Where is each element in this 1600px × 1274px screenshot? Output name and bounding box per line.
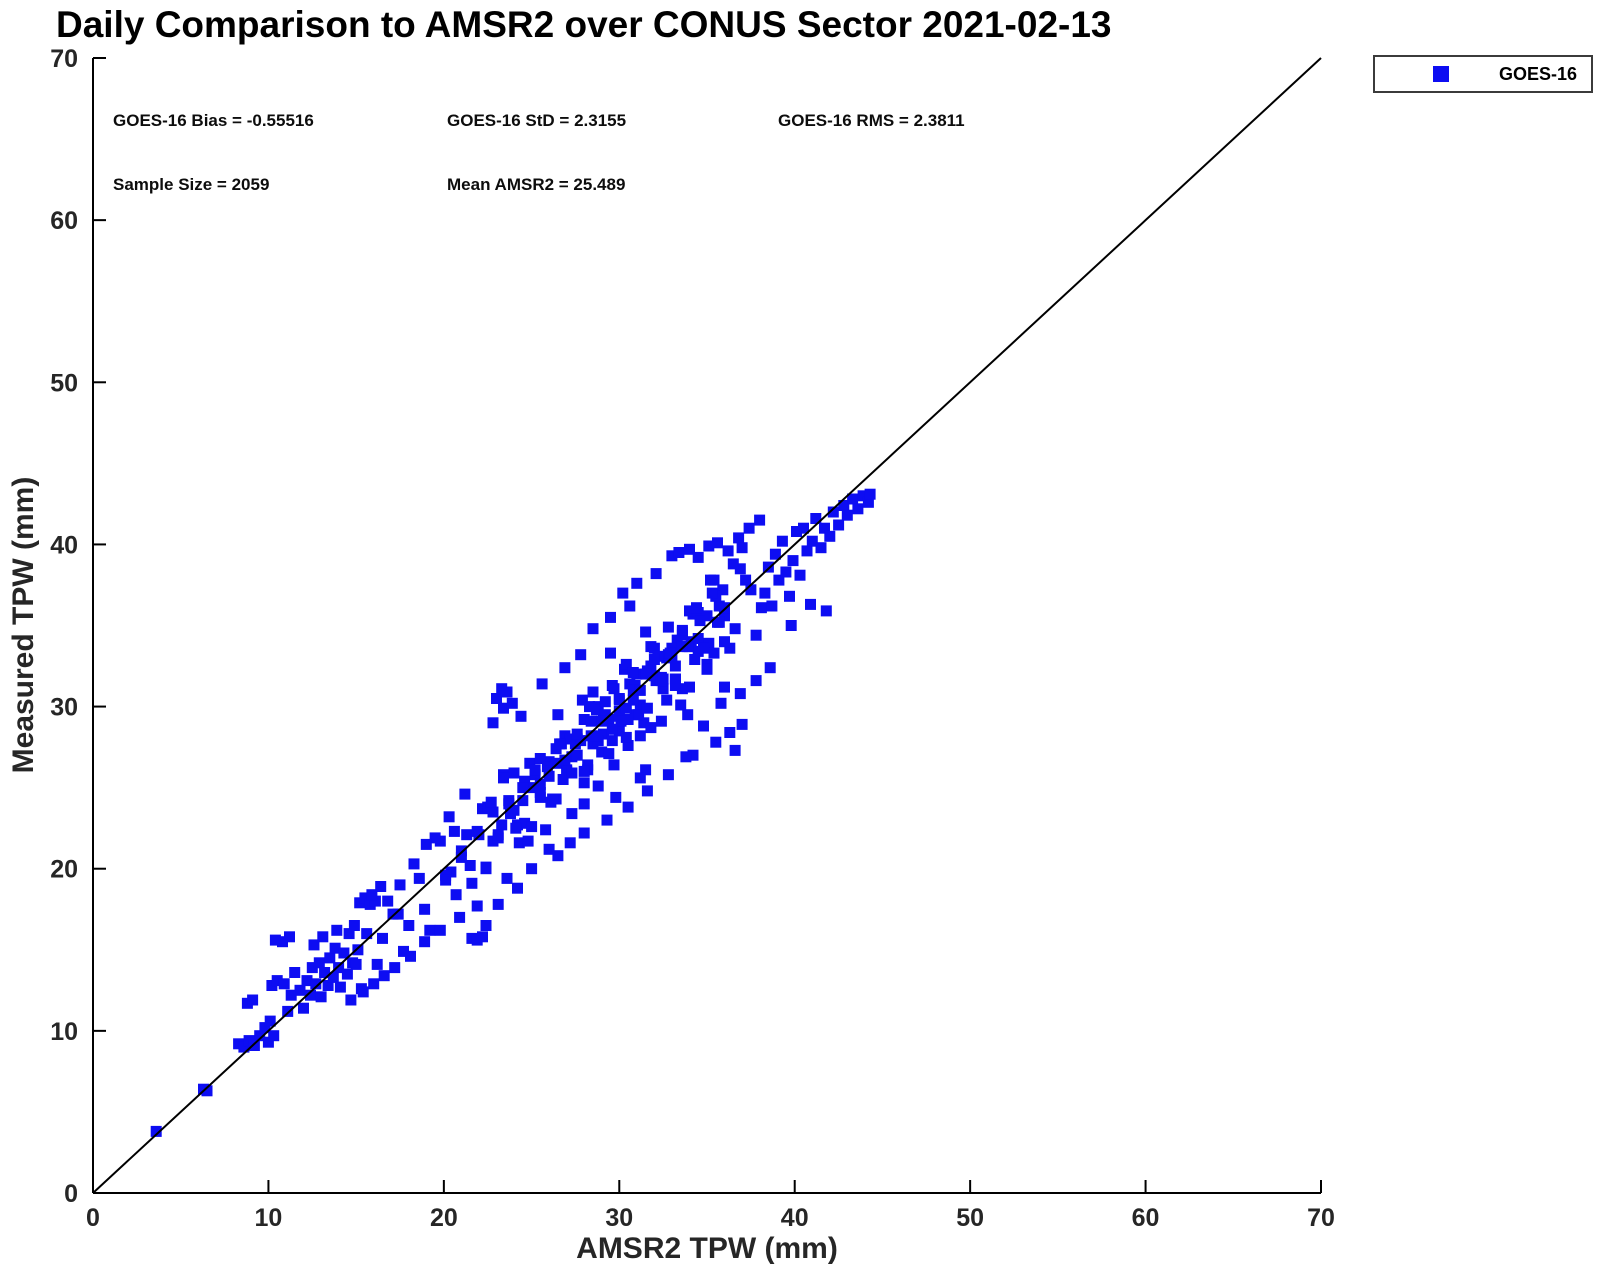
y-tick-label: 50 xyxy=(50,369,78,397)
x-tick-label: 40 xyxy=(781,1204,809,1232)
y-tick-label: 10 xyxy=(50,1018,78,1046)
y-tick-label: 60 xyxy=(50,207,78,235)
stat-bias: GOES-16 Bias = -0.55516 xyxy=(113,111,314,130)
scatter-points xyxy=(150,488,876,1137)
x-tick-label: 50 xyxy=(956,1204,984,1232)
x-tick-label: 70 xyxy=(1307,1204,1335,1232)
stat-rms: GOES-16 RMS = 2.3811 xyxy=(778,111,965,130)
y-tick-label: 40 xyxy=(50,531,78,559)
stat-sample-size: Sample Size = 2059 xyxy=(113,175,270,194)
x-tick-label: 20 xyxy=(430,1204,458,1232)
y-tick-label: 30 xyxy=(50,694,78,722)
x-tick-label: 10 xyxy=(255,1204,283,1232)
x-tick-label: 0 xyxy=(86,1204,100,1232)
legend-label: GOES-16 xyxy=(1499,63,1578,84)
y-tick-label: 0 xyxy=(64,1180,78,1208)
chart-title: Daily Comparison to AMSR2 over CONUS Sec… xyxy=(56,4,1112,45)
x-axis: 0 10 20 30 40 50 60 70 xyxy=(86,1180,1335,1232)
stat-mean-amsr2: Mean AMSR2 = 25.489 xyxy=(447,175,626,194)
y-axis-label: Measured TPW (mm) xyxy=(7,476,40,774)
identity-line xyxy=(92,57,1322,1194)
stat-std: GOES-16 StD = 2.3155 xyxy=(447,111,627,130)
legend-marker-square-icon xyxy=(1433,66,1449,82)
legend: GOES-16 xyxy=(1373,55,1593,93)
x-tick-label: 30 xyxy=(605,1204,633,1232)
x-tick-label: 60 xyxy=(1132,1204,1160,1232)
x-axis-label: AMSR2 TPW (mm) xyxy=(576,1232,838,1265)
y-axis: 0 10 20 30 40 50 60 70 xyxy=(50,45,106,1208)
y-tick-label: 20 xyxy=(50,856,78,884)
y-tick-label: 70 xyxy=(50,45,78,73)
